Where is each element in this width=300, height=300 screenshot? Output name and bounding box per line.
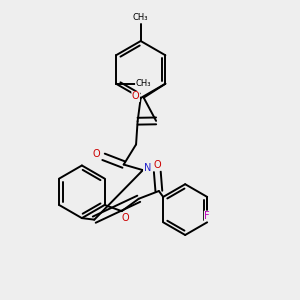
Text: O: O: [154, 160, 161, 170]
Text: N: N: [143, 163, 151, 173]
Text: O: O: [132, 92, 140, 101]
Text: CH₃: CH₃: [133, 13, 148, 22]
Text: CH₃: CH₃: [136, 79, 151, 88]
Text: F: F: [204, 211, 210, 221]
Text: H: H: [154, 160, 161, 170]
Text: O: O: [93, 149, 100, 159]
Text: O: O: [122, 213, 129, 223]
